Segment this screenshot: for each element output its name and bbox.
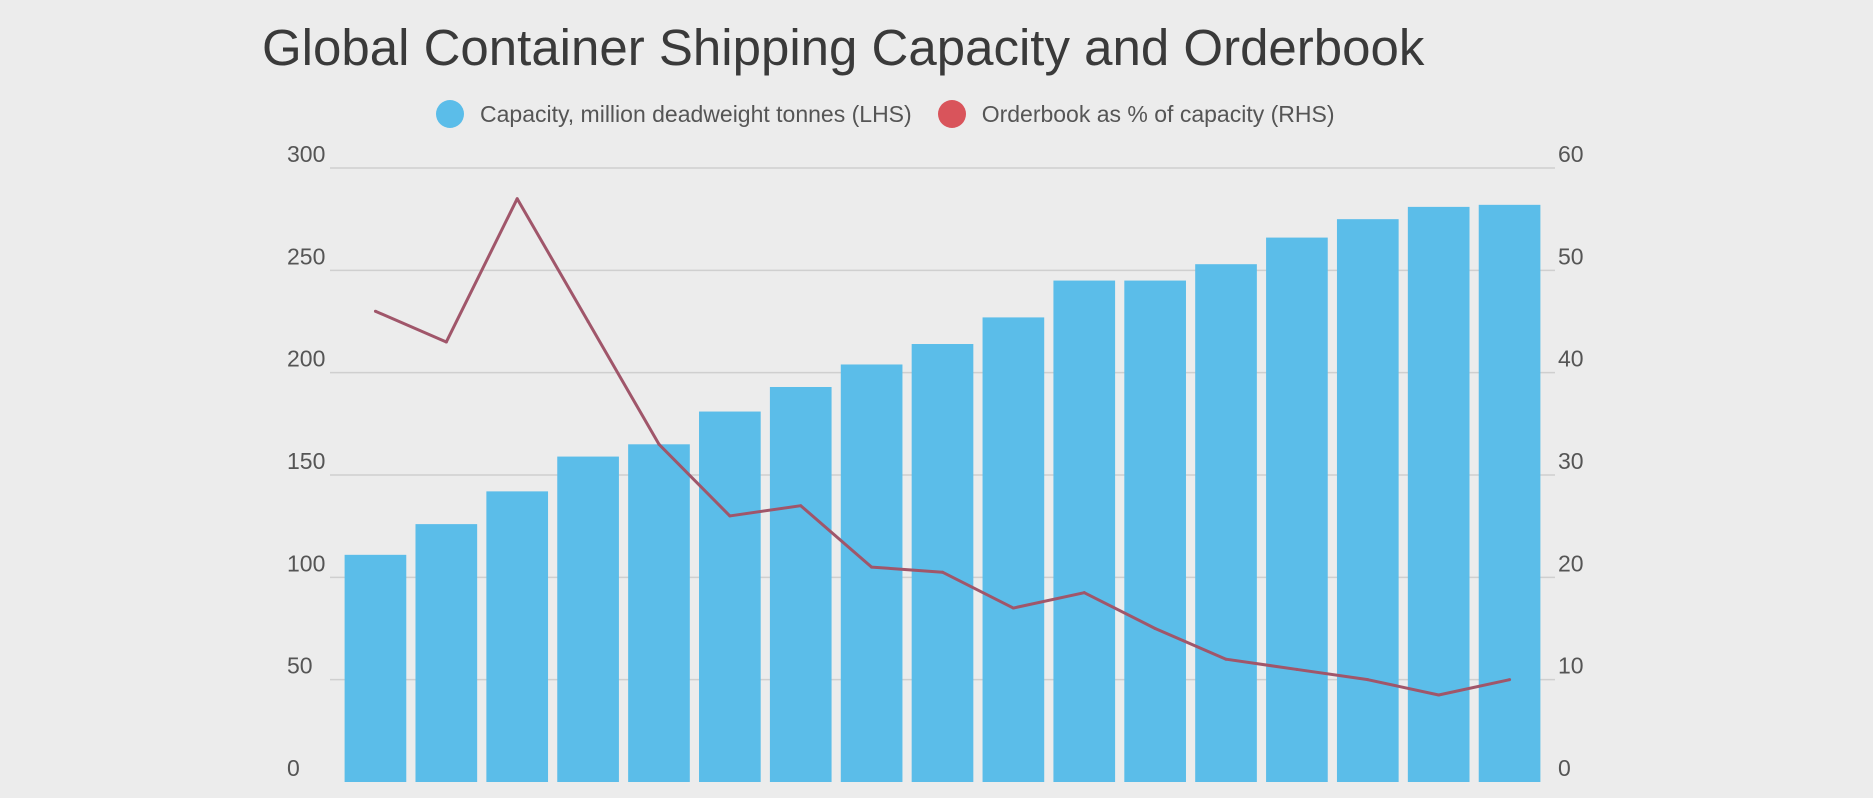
left-tick-label: 100: [287, 550, 325, 576]
orderbook-point: [1011, 606, 1015, 610]
right-tick-label: 40: [1558, 346, 1584, 372]
orderbook-point: [444, 340, 448, 344]
orderbook-point: [1437, 693, 1441, 697]
right-tick-label: 30: [1558, 448, 1584, 474]
orderbook-point: [1508, 678, 1512, 682]
capacity-bar: [1053, 280, 1116, 782]
legend-dot-capacity: [436, 100, 464, 128]
orderbook-point: [586, 320, 590, 323]
left-tick-label: 0: [287, 755, 300, 781]
orderbook-point: [1153, 627, 1157, 630]
capacity-bar: [1336, 219, 1399, 782]
orderbook-point: [1224, 657, 1228, 661]
left-tick-label: 250: [287, 243, 325, 269]
orderbook-point: [799, 504, 803, 508]
capacity-bar: [1195, 264, 1257, 782]
capacity-bar: [1407, 206, 1470, 783]
capacity-bar: [840, 364, 903, 782]
orderbook-point: [1082, 591, 1086, 595]
legend-label-orderbook: Orderbook as % of capacity (RHS): [981, 100, 1335, 127]
legend-item-capacity: Capacity, million deadweight tonnes (LHS…: [436, 100, 912, 128]
right-tick-label: 60: [1558, 141, 1584, 167]
capacity-bar: [982, 317, 1045, 782]
orderbook-point: [515, 197, 519, 201]
left-tick-label: 150: [287, 448, 325, 474]
chart-title: Global Container Shipping Capacity and O…: [262, 19, 1425, 76]
left-tick-label: 200: [287, 346, 325, 372]
legend-dot-orderbook: [937, 100, 966, 128]
orderbook-point: [373, 309, 377, 313]
legend: Capacity, million deadweight tonnes (LHS…: [436, 100, 1346, 128]
right-tick-label: 20: [1558, 550, 1584, 576]
capacity-bar: [1266, 237, 1328, 782]
capacity-bar: [344, 554, 407, 782]
orderbook-point: [728, 514, 732, 518]
right-tick-label: 50: [1558, 243, 1584, 269]
legend-label-capacity: Capacity, million deadweight tonnes (LHS…: [480, 100, 912, 127]
right-tick-label: 0: [1558, 755, 1571, 781]
orderbook-point: [1366, 678, 1370, 682]
orderbook-point: [941, 570, 944, 574]
left-tick-label: 50: [287, 653, 313, 679]
orderbook-point: [657, 442, 661, 446]
capacity-bar: [1478, 204, 1541, 783]
orderbook-point: [1295, 667, 1299, 671]
capacity-bar: [557, 456, 619, 782]
capacity-bar: [415, 524, 478, 782]
left-tick-label: 300: [287, 141, 325, 167]
capacity-bar: [486, 491, 549, 782]
capacity-bar: [769, 386, 832, 782]
capacity-bar: [1124, 280, 1186, 782]
capacity-bar: [699, 411, 761, 782]
capacity-bar: [911, 344, 974, 782]
legend-item-orderbook: Orderbook as % of capacity (RHS): [937, 100, 1335, 128]
capacity-bar: [628, 444, 690, 782]
right-tick-label: 10: [1558, 653, 1584, 679]
orderbook-point: [870, 565, 874, 569]
